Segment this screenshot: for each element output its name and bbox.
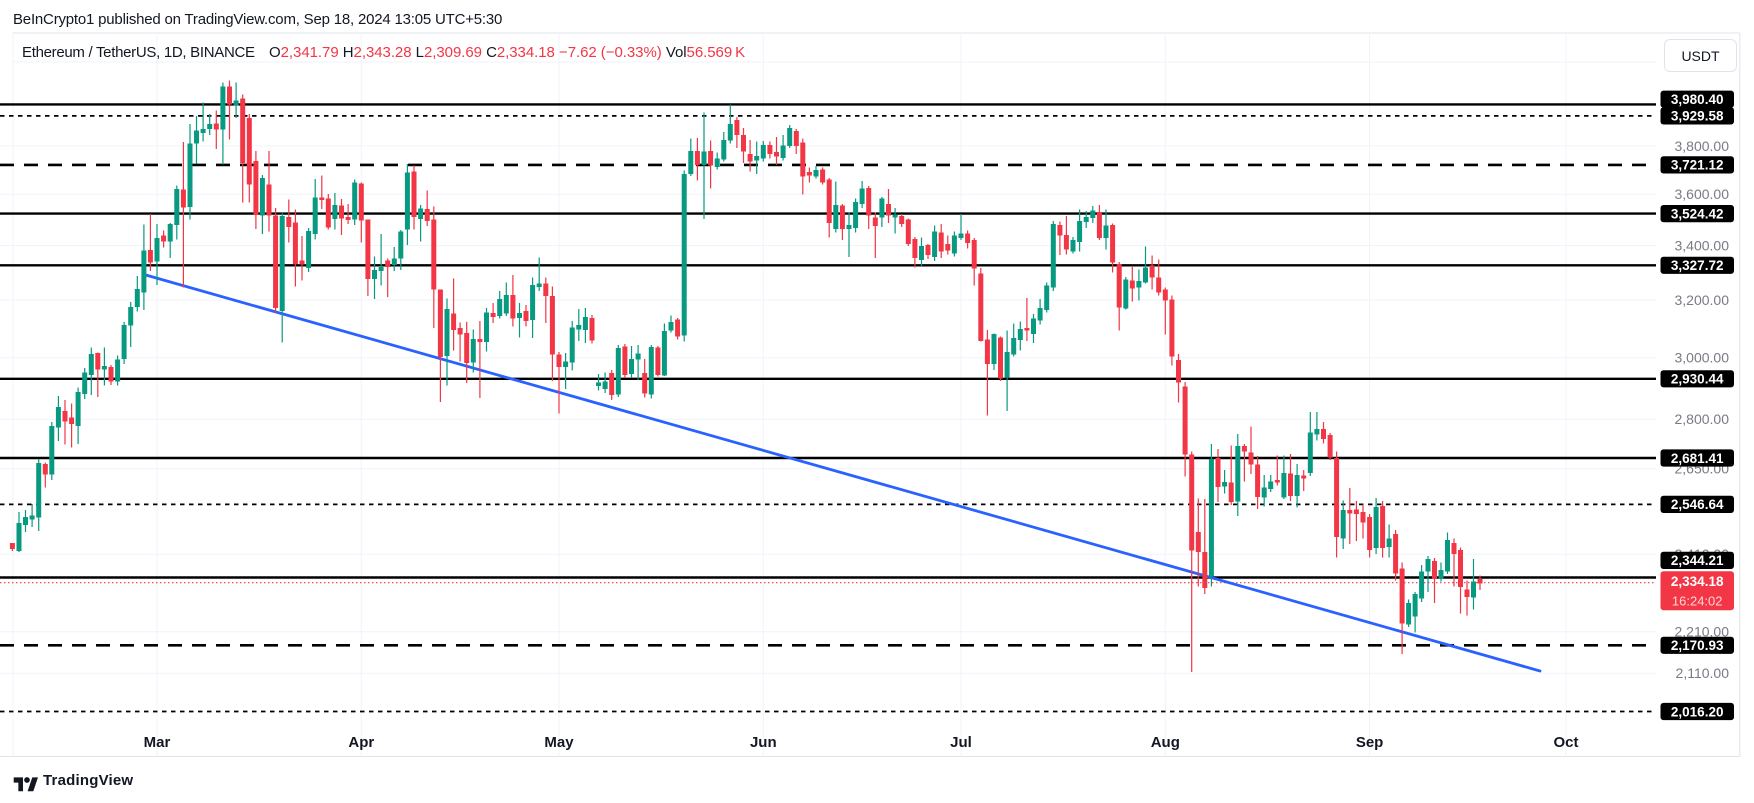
svg-text:Jun: Jun bbox=[750, 734, 777, 751]
svg-text:16:24:02: 16:24:02 bbox=[1672, 594, 1723, 609]
svg-text:2,334.18: 2,334.18 bbox=[1671, 574, 1724, 589]
svg-text:2,681.41: 2,681.41 bbox=[1671, 451, 1724, 466]
svg-text:2,170.93: 2,170.93 bbox=[1671, 638, 1724, 653]
svg-text:2,546.64: 2,546.64 bbox=[1671, 497, 1724, 512]
svg-text:2,016.20: 2,016.20 bbox=[1671, 704, 1724, 719]
svg-text:2,800.00: 2,800.00 bbox=[1675, 411, 1730, 427]
svg-text:Mar: Mar bbox=[144, 734, 171, 751]
svg-text:Jul: Jul bbox=[950, 734, 972, 751]
svg-text:2,344.21: 2,344.21 bbox=[1671, 553, 1724, 568]
svg-text:3,327.72: 3,327.72 bbox=[1671, 258, 1724, 273]
svg-text:3,200.00: 3,200.00 bbox=[1675, 292, 1730, 308]
svg-text:Ethereum / TetherUS, 1D, BINAN: Ethereum / TetherUS, 1D, BINANCE bbox=[22, 44, 255, 61]
svg-text:3,721.12: 3,721.12 bbox=[1671, 158, 1724, 173]
svg-text:3,980.40: 3,980.40 bbox=[1671, 92, 1724, 107]
svg-text:Aug: Aug bbox=[1151, 734, 1180, 751]
svg-text:Oct: Oct bbox=[1553, 734, 1578, 751]
svg-text:2,210.00: 2,210.00 bbox=[1675, 624, 1730, 640]
svg-text:May: May bbox=[544, 734, 574, 751]
svg-text:3,400.00: 3,400.00 bbox=[1675, 237, 1730, 253]
svg-text:3,800.00: 3,800.00 bbox=[1675, 138, 1730, 154]
svg-text:3,000.00: 3,000.00 bbox=[1675, 350, 1730, 366]
svg-text:Apr: Apr bbox=[348, 734, 374, 751]
svg-text:3,929.58: 3,929.58 bbox=[1671, 109, 1724, 124]
svg-text:3,600.00: 3,600.00 bbox=[1675, 186, 1730, 202]
svg-text:2,930.44: 2,930.44 bbox=[1671, 372, 1724, 387]
svg-text:O2,341.79 H2,343.28 L2,309.6: O2,341.79 H2,343.28 L2,309.69 C2,334.18 … bbox=[269, 44, 745, 61]
svg-text:3,524.42: 3,524.42 bbox=[1671, 206, 1724, 221]
svg-text:Sep: Sep bbox=[1356, 734, 1384, 751]
svg-text:2,110.00: 2,110.00 bbox=[1676, 665, 1730, 681]
